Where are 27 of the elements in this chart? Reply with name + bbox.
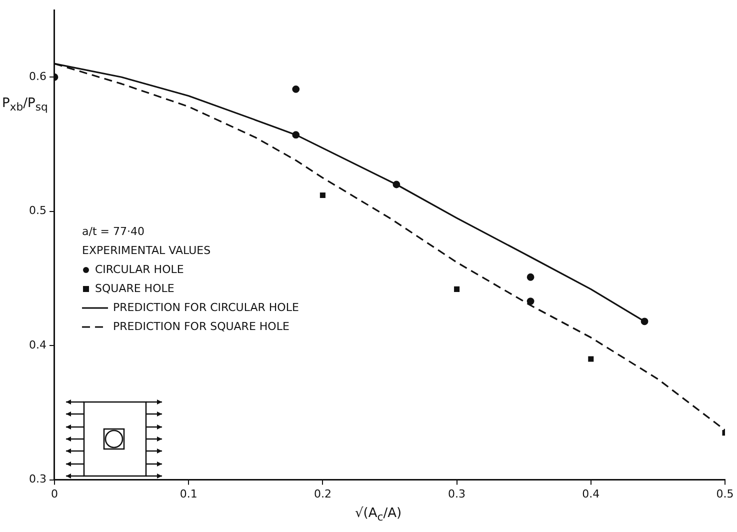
y-tick-label: 0.5: [28, 204, 46, 218]
x-tick-label: 0.3: [448, 487, 466, 500]
legend-label: PREDICTION FOR SQUARE HOLE: [113, 319, 290, 335]
legend-label: SQUARE HOLE: [95, 281, 174, 297]
x-tick-label: 0.1: [180, 487, 198, 500]
point: [454, 286, 460, 292]
point: [526, 298, 534, 305]
point: [392, 180, 400, 188]
annotation: a/t = 77·40: [82, 224, 146, 240]
point: [292, 131, 300, 139]
point: [526, 273, 534, 281]
legend-label: CIRCULAR HOLE: [95, 262, 184, 278]
x-tick-label: 0.5: [716, 487, 734, 500]
legend-label: PREDICTION FOR CIRCULAR HOLE: [113, 300, 299, 316]
legend-title: EXPERIMENTAL VALUES: [82, 243, 212, 259]
x-tick-label: 0: [50, 487, 58, 500]
y-tick-label: 0.4: [28, 338, 46, 352]
x-tick-label: 0.4: [582, 487, 600, 500]
point: [640, 318, 648, 326]
y-axis-title: P$_{xb}$/P$_{sq}$: [2, 96, 48, 114]
point: [320, 192, 326, 198]
x-axis-title: √(A$_{c}$/A): [355, 506, 402, 524]
point: [588, 356, 594, 362]
y-tick-label: 0.6: [28, 70, 46, 83]
point: [292, 85, 300, 93]
x-tick-label: 0.2: [314, 487, 332, 500]
y-tick-label: 0.3: [28, 472, 46, 486]
